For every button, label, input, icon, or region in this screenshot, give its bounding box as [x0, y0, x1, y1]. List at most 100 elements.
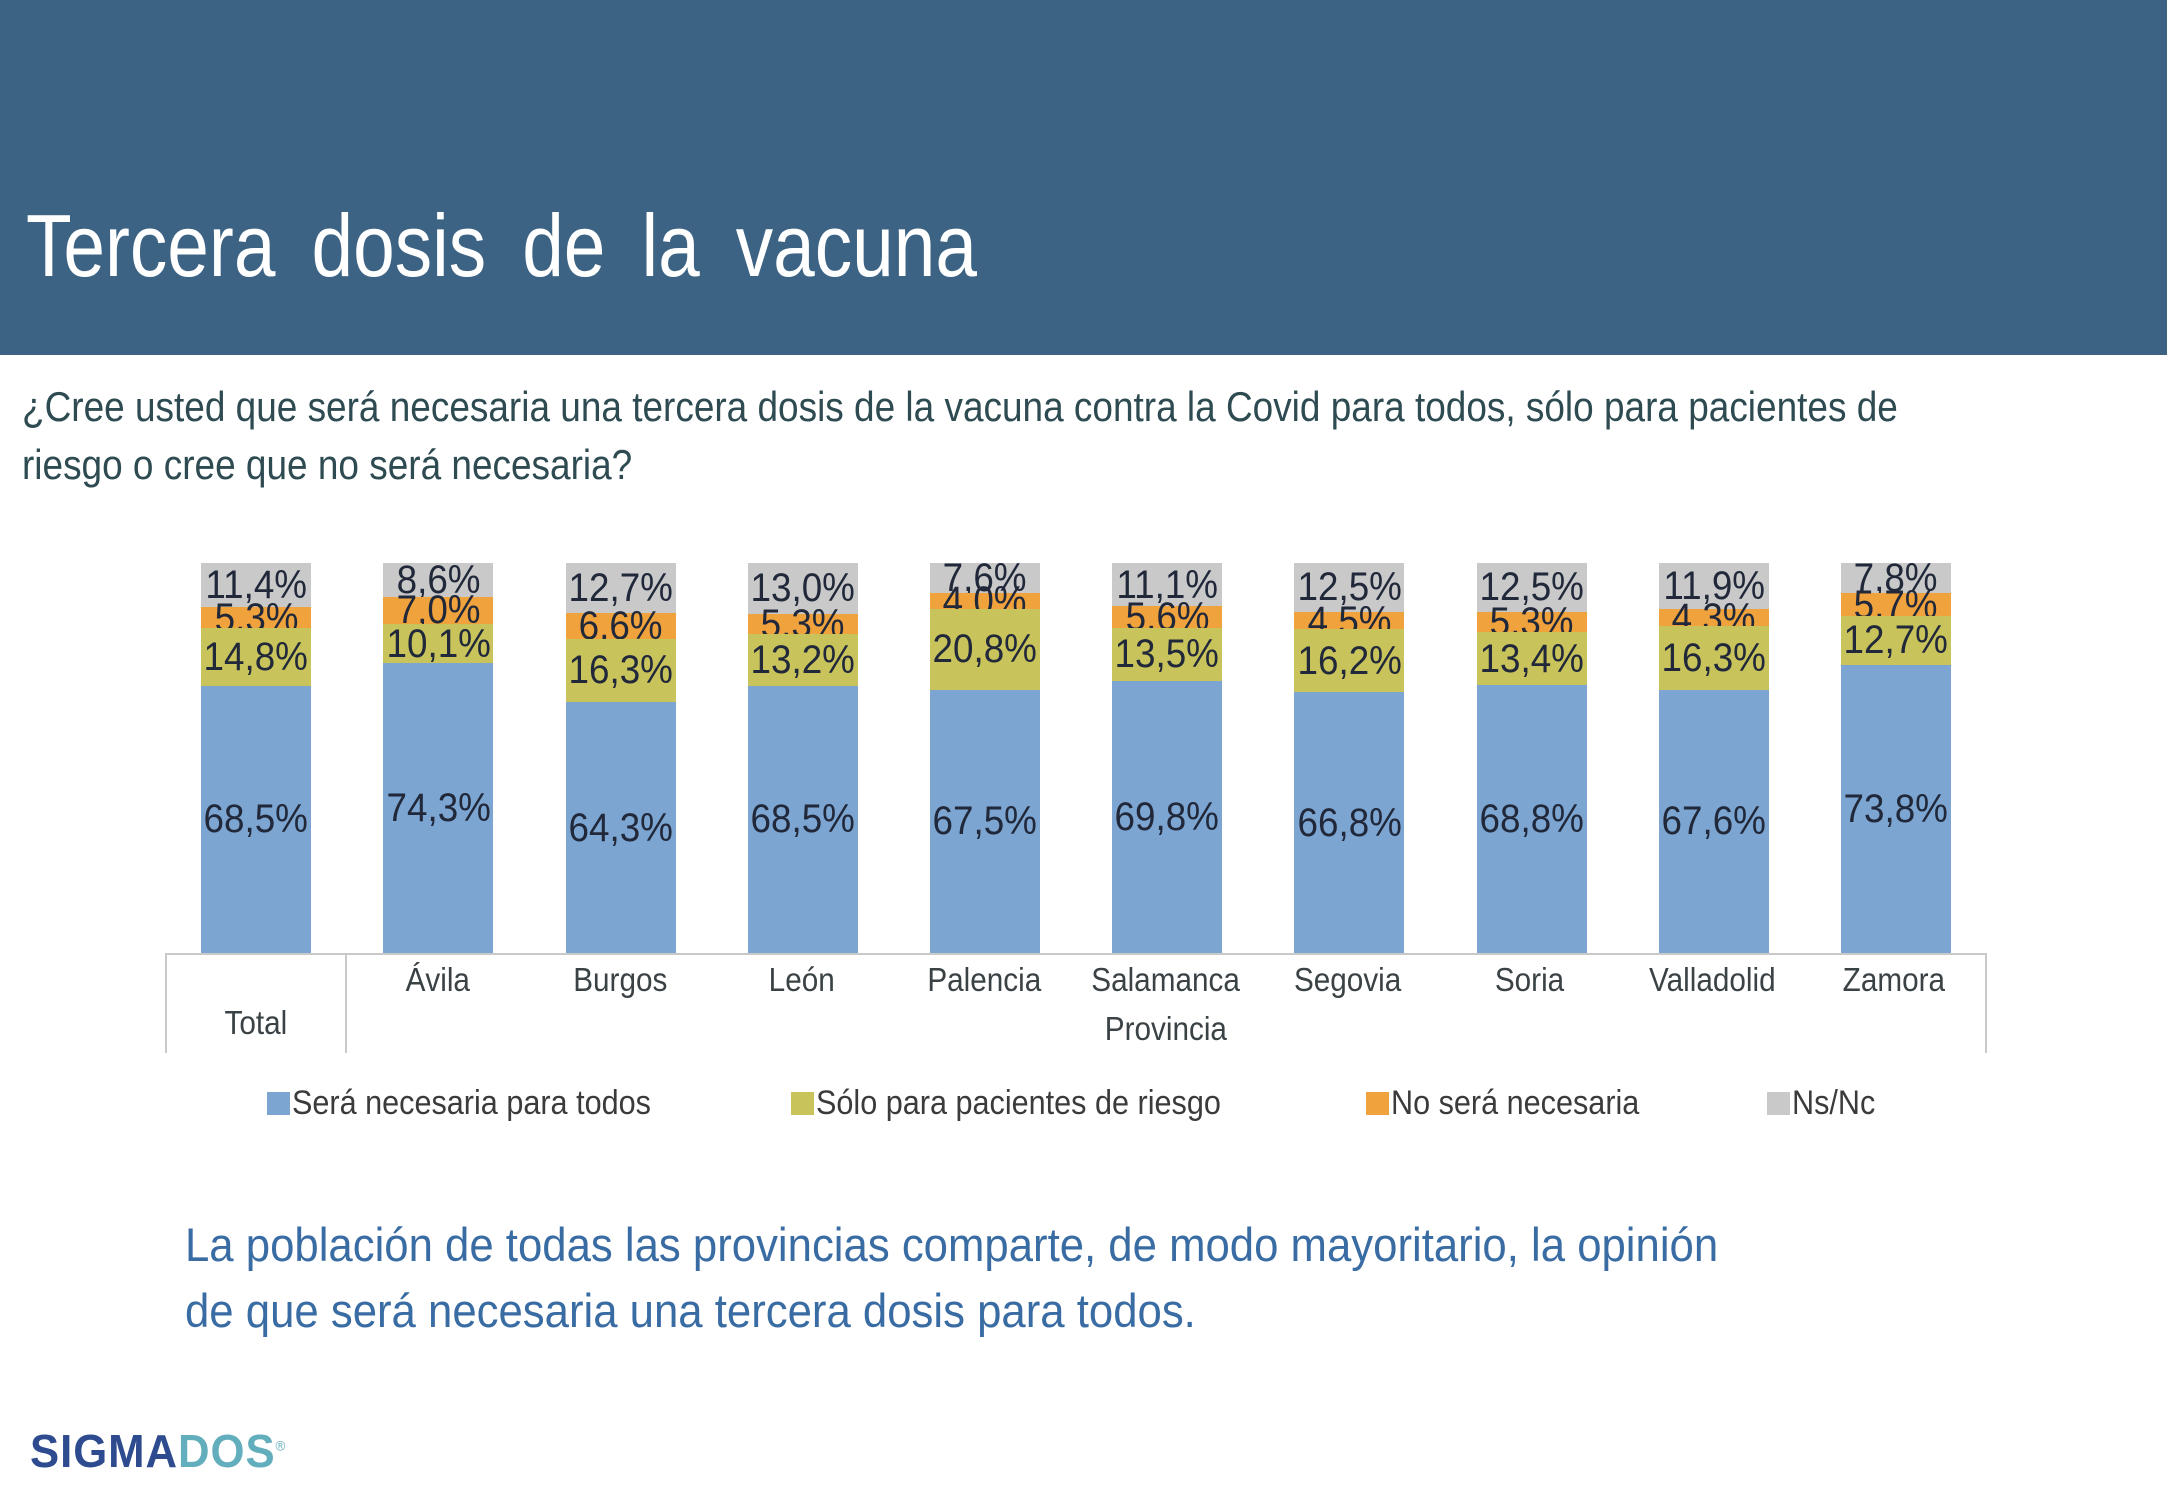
bar-segment: 13,2% [747, 634, 858, 686]
bar-segment: 11,9% [1658, 563, 1769, 610]
data-label: 8,6% [396, 557, 481, 602]
conclusion-text: La población de todas las provincias com… [185, 1212, 2085, 1344]
bar-column: 8,6% 7,0% 10,1% 74,3% [347, 557, 529, 953]
axis-category-label: Ávila [347, 963, 529, 996]
bar-segment: 73,8% [1840, 665, 1951, 953]
axis-category-text: León [768, 961, 836, 998]
axis-category-text: Palencia [927, 961, 1041, 998]
data-label: 66,8% [1297, 800, 1402, 845]
data-label: 64,3% [568, 805, 673, 850]
axis-category-text: Zamora [1842, 961, 1946, 998]
stacked-bar: 11,4% 5,3% 14,8% 68,5% [201, 563, 312, 953]
axis-category-text: Burgos [572, 961, 668, 998]
bar-segment: 11,4% [201, 563, 312, 608]
data-label: 68,5% [203, 797, 309, 842]
data-label: 13,4% [1479, 636, 1584, 681]
bar-segment: 5,7% [1840, 585, 1951, 625]
axis-category-text: Segovia [1294, 961, 1402, 998]
bar-segment: 4,3% [1658, 598, 1769, 638]
data-label: 12,5% [1479, 565, 1584, 610]
data-label: 16,3% [568, 648, 673, 693]
sigmados-logo: SIGMADOS® [30, 1428, 286, 1474]
stacked-bar: 13,0% 5,3% 13,2% 68,5% [747, 563, 858, 953]
data-label: 12,7% [568, 566, 673, 611]
bar-segment: 8,6% [383, 557, 494, 602]
stacked-bar: 12,5% 5,3% 13,4% 68,8% [1476, 563, 1587, 953]
logo-sigma-text: SIGMA [30, 1425, 178, 1477]
axis-total-label: Total [224, 1004, 288, 1041]
axis-category-text: Soria [1495, 961, 1565, 998]
bar-column: 11,4% 5,3% 14,8% 68,5% [165, 563, 347, 953]
legend-swatch-icon [267, 1091, 291, 1115]
bar-segment: 10,1% [383, 624, 494, 664]
axis-names-row: Ávila Burgos León Palencia Salamanca Segovia S… [347, 955, 1985, 1004]
bar-segment: 7,6% [929, 558, 1040, 598]
data-label: 68,5% [750, 797, 855, 842]
legend-swatch-icon [1767, 1091, 1791, 1115]
stacked-bar: 12,7% 6,6% 16,3% 64,3% [565, 563, 676, 953]
bar-segment: 16,2% [1294, 629, 1405, 693]
axis-province-cell: Ávila Burgos León Palencia Salamanca Segovia S… [347, 955, 1987, 1053]
bar-segment: 14,8% [201, 628, 312, 686]
bar-column: 11,1% 5,6% 13,5% 69,8% [1076, 563, 1258, 953]
axis-group-label: Provincia [1104, 1010, 1228, 1047]
bar-column: 7,6% 4,0% 20,8% 67,5% [894, 558, 1076, 953]
legend-label: Ns/Nc [1792, 1084, 1876, 1122]
axis-category-label: Palencia [893, 963, 1075, 996]
data-label: 11,4% [205, 563, 307, 608]
bar-segment: 5,3% [1476, 602, 1587, 642]
bar-column: 11,9% 4,3% 16,3% 67,6% [1623, 563, 1805, 953]
chart-legend: Será necesaria para todos Sólo para pacie… [165, 1086, 1987, 1120]
bar-column: 12,7% 6,6% 16,3% 64,3% [529, 563, 711, 953]
data-label: 67,6% [1661, 799, 1766, 844]
bar-segment: 5,3% [747, 604, 858, 644]
axis-total-cell: Total [165, 955, 347, 1053]
bar-column: 12,5% 5,3% 13,4% 68,8% [1440, 563, 1622, 953]
axis-category-label: Burgos [529, 963, 711, 996]
data-label: 68,8% [1479, 796, 1584, 841]
conclusion-line: La población de todas las provincias com… [185, 1218, 1719, 1271]
data-label: 7,0% [396, 588, 481, 633]
legend-item: No será necesaria [1366, 1086, 1667, 1120]
survey-question-line: ¿Cree usted que será necesaria una terce… [22, 383, 1898, 430]
data-label: 73,8% [1843, 787, 1949, 832]
axis-category-label: Salamanca [1075, 963, 1257, 996]
bar-segment: 12,5% [1294, 563, 1405, 612]
axis-category-text: Salamanca [1091, 961, 1241, 998]
bar-segment: 13,5% [1112, 628, 1223, 681]
registered-trademark-icon: ® [275, 1437, 287, 1454]
data-label: 67,5% [932, 799, 1038, 844]
legend-label: No será necesaria [1391, 1084, 1640, 1122]
survey-question-line: riesgo o cree que no será necesaria? [22, 441, 633, 488]
legend-item: Será necesaria para todos [267, 1086, 691, 1120]
stacked-bar: 12,5% 4,5% 16,2% 66,8% [1294, 563, 1405, 953]
page-title: Tercera dosis de la vacuna [26, 196, 977, 295]
bar-segment: 4,0% [929, 581, 1040, 621]
legend-swatch-icon [791, 1091, 815, 1115]
stacked-bar: 11,9% 4,3% 16,3% 67,6% [1658, 563, 1769, 953]
axis-group-row: Provincia [347, 1004, 1985, 1053]
bar-segment: 64,3% [565, 702, 676, 953]
legend-swatch-icon [1366, 1091, 1390, 1115]
legend-label: Sólo para pacientes de riesgo [816, 1084, 1222, 1122]
data-label: 12,7% [1843, 618, 1949, 663]
stacked-bar: 7,6% 4,0% 20,8% 67,5% [929, 558, 1040, 953]
bar-segment: 12,7% [565, 563, 676, 613]
bar-segment: 13,4% [1476, 632, 1587, 685]
bar-segment: 74,3% [383, 663, 494, 953]
data-label: 16,3% [1661, 635, 1766, 680]
legend-item: Sólo para pacientes de riesgo [791, 1086, 1266, 1120]
bar-column: 12,5% 4,5% 16,2% 66,8% [1258, 563, 1440, 953]
bar-segment: 6,6% [565, 606, 676, 646]
data-label: 16,2% [1297, 638, 1402, 683]
stacked-bar: 8,6% 7,0% 10,1% 74,3% [383, 557, 494, 953]
logo-dos-text: DOS [177, 1425, 276, 1477]
stacked-bar: 7,8% 5,7% 12,7% 73,8% [1840, 558, 1951, 953]
bar-segment: 5,6% [1112, 597, 1223, 637]
bar-segment: 67,5% [929, 689, 1040, 953]
bar-segment: 4,5% [1294, 601, 1405, 641]
data-label: 20,8% [932, 627, 1038, 672]
axis-category-text: Valladolid [1648, 961, 1776, 998]
category-axis: Total Ávila Burgos León Palencia Salamanca Se… [165, 953, 1987, 1053]
